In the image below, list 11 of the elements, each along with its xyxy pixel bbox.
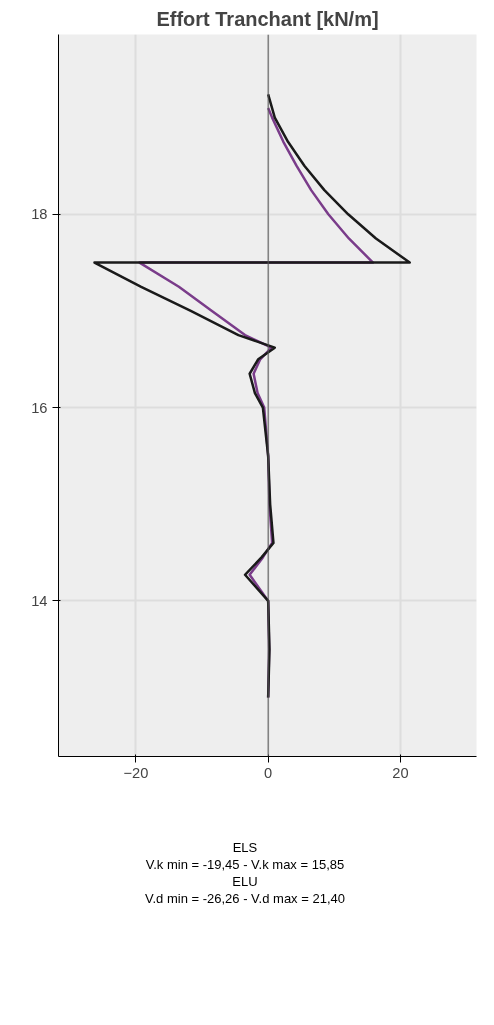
text: ELS <box>232 840 258 855</box>
text: V.d min = -26,26 - V.d max = 21,40 <box>145 890 345 906</box>
text: ELU <box>232 873 258 889</box>
chart-title: Effort Tranchant [kN/m] <box>156 7 379 30</box>
x-tick-label: 0 <box>264 764 273 781</box>
x-tick-label: 20 <box>392 764 409 781</box>
y-tick-label: 18 <box>31 206 48 223</box>
x-tick-label: −20 <box>123 764 149 781</box>
y-tick-label: 14 <box>31 592 48 609</box>
y-tick-label: 16 <box>31 399 48 416</box>
text: V.k min = -19,45 - V.k max = 15,85 <box>145 856 345 872</box>
